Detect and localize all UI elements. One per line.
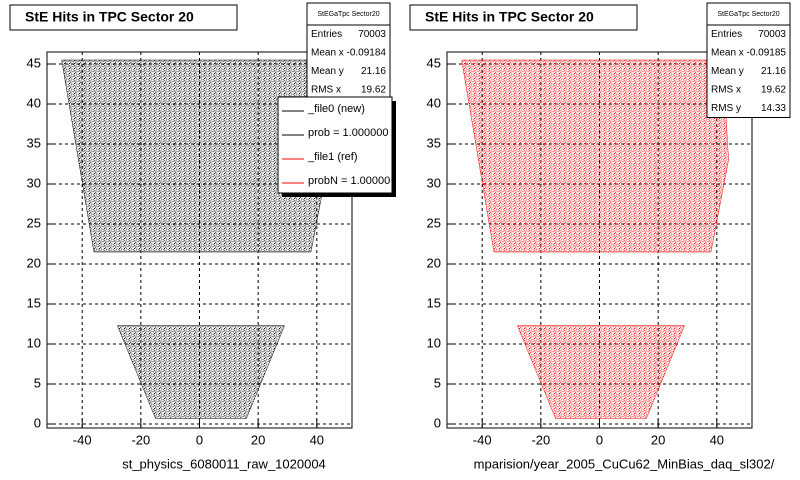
legend: _file0 (new) prob = 1.000000 _file1 (ref) p…	[282, 103, 390, 187]
stats-value: -0.09185	[747, 47, 787, 58]
y-tick-label: 25	[27, 215, 41, 230]
stats-value: 21.16	[761, 66, 786, 77]
stats-key: Mean y	[711, 66, 744, 77]
y-tick-label: 40	[27, 95, 41, 110]
stats-key: RMS x	[711, 84, 741, 95]
chart-title: StE Hits in TPC Sector 20	[425, 9, 594, 25]
legend-label: probN = 1.00000	[308, 175, 390, 187]
chart-title: StE Hits in TPC Sector 20	[25, 9, 194, 25]
y-tick-label: 25	[427, 215, 441, 230]
stats-key: RMS y	[711, 103, 741, 114]
stats-value: 21.16	[361, 66, 386, 77]
x-tick-label: 40	[310, 432, 324, 447]
y-tick-label: 0	[34, 415, 41, 430]
y-tick-label: 10	[427, 335, 441, 350]
stats-key: RMS x	[311, 84, 341, 95]
y-tick-label: 45	[427, 55, 441, 70]
y-tick-label: 0	[434, 415, 441, 430]
x-axis-label: st_physics_6080011_raw_1020004	[122, 456, 326, 471]
hit-region	[61, 59, 329, 253]
x-tick-label: 0	[196, 432, 203, 447]
x-tick-label: -20	[531, 432, 550, 447]
x-tick-label: 40	[710, 432, 724, 447]
legend-label: _file1 (ref)	[307, 151, 358, 163]
y-tick-label: 40	[427, 95, 441, 110]
stats-key: Mean x	[311, 47, 344, 58]
stats-key: Mean x	[711, 47, 744, 58]
hit-region	[117, 325, 285, 419]
y-tick-label: 15	[427, 295, 441, 310]
y-tick-label: 30	[427, 175, 441, 190]
y-tick-label: 20	[427, 255, 441, 270]
y-tick-label: 15	[27, 295, 41, 310]
x-axis-label: mparision/year_2005_CuCu62_MinBias_daq_s…	[474, 456, 775, 471]
stats-value: 14.33	[761, 103, 786, 114]
y-tick-label: 5	[34, 375, 41, 390]
y-tick-label: 30	[27, 175, 41, 190]
y-tick-label: 5	[434, 375, 441, 390]
x-tick-label: -40	[473, 432, 492, 447]
stats-value: 70003	[758, 29, 786, 40]
stats-value: -0.09184	[347, 47, 387, 58]
x-tick-label: 20	[651, 432, 665, 447]
stats-value: 19.62	[761, 84, 786, 95]
x-tick-label: 0	[596, 432, 603, 447]
stats-box	[706, 2, 791, 118]
stats-value: 70003	[358, 29, 386, 40]
x-tick-label: -20	[131, 432, 150, 447]
stats-title: StEGaTpc Sector20	[317, 11, 379, 18]
stats-key: Mean y	[311, 66, 344, 77]
y-tick-label: 35	[427, 135, 441, 150]
y-tick-label: 10	[27, 335, 41, 350]
stats-key: Entries	[711, 29, 742, 40]
legend-label: prob = 1.000000	[308, 127, 388, 139]
x-tick-label: -40	[73, 432, 92, 447]
y-tick-label: 20	[27, 255, 41, 270]
y-tick-label: 45	[27, 55, 41, 70]
legend-box	[277, 96, 393, 194]
stats-box	[306, 2, 391, 100]
title-box	[409, 4, 638, 31]
stats-title: StEGaTpc Sector20	[717, 11, 779, 18]
y-tick-label: 35	[27, 135, 41, 150]
title-box	[9, 4, 238, 31]
stats-value: 19.62	[361, 84, 386, 95]
hit-region	[517, 325, 685, 419]
legend-label: _file0 (new)	[307, 103, 365, 115]
hit-region	[461, 59, 729, 253]
stats-key: Entries	[311, 29, 342, 40]
x-tick-label: 20	[251, 432, 265, 447]
